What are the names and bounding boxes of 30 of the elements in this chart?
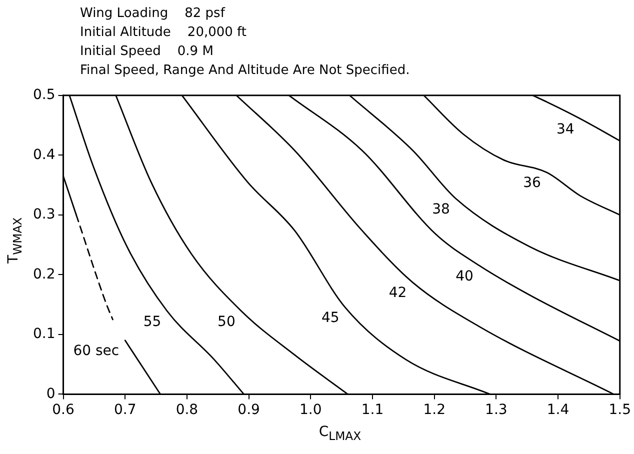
y-tick-label: 0.1	[33, 326, 56, 342]
x-axis-title: C$_{LMAX}$	[318, 424, 362, 443]
x-tick-label: 0.7	[114, 402, 136, 418]
text: Final Speed, Range And Altitude Are Not Specified.	[80, 62, 410, 80]
text: Initial Speed 0.9 M	[80, 43, 214, 61]
text: Initial Altitude 20,000 ft	[80, 24, 248, 42]
series-label: 36	[523, 175, 541, 192]
series-label: 34	[556, 121, 574, 138]
series-label: 55	[143, 314, 162, 330]
x-tick-label: 1.4	[546, 402, 570, 418]
series-label: 42	[388, 285, 407, 302]
x-tick-label: 0.9	[238, 402, 260, 418]
x-tick-label: 1.0	[300, 402, 322, 418]
x-tick-label: 1.5	[608, 402, 631, 418]
series-label: 60 sec	[73, 343, 120, 360]
x-tick-label: 1.2	[423, 402, 446, 418]
series-label: 38	[432, 201, 450, 218]
series-label: 40	[456, 268, 474, 284]
series-label: 50	[218, 314, 236, 330]
x-tick-label: 0.6	[52, 402, 74, 418]
y-tick-label: 0.3	[33, 206, 56, 223]
x-tick-label: 0.8	[176, 402, 198, 418]
x-tick-label: 1.1	[361, 402, 384, 418]
series-label: 45	[321, 310, 340, 326]
y-tick-label: 0.4	[33, 146, 56, 163]
x-tick-label: 1.3	[485, 402, 508, 418]
y-tick-label: 0	[46, 386, 56, 402]
y-tick-label: 0.2	[33, 266, 56, 282]
y-tick-label: 0.5	[33, 87, 56, 104]
text: Wing Loading 82 psf	[80, 5, 226, 23]
